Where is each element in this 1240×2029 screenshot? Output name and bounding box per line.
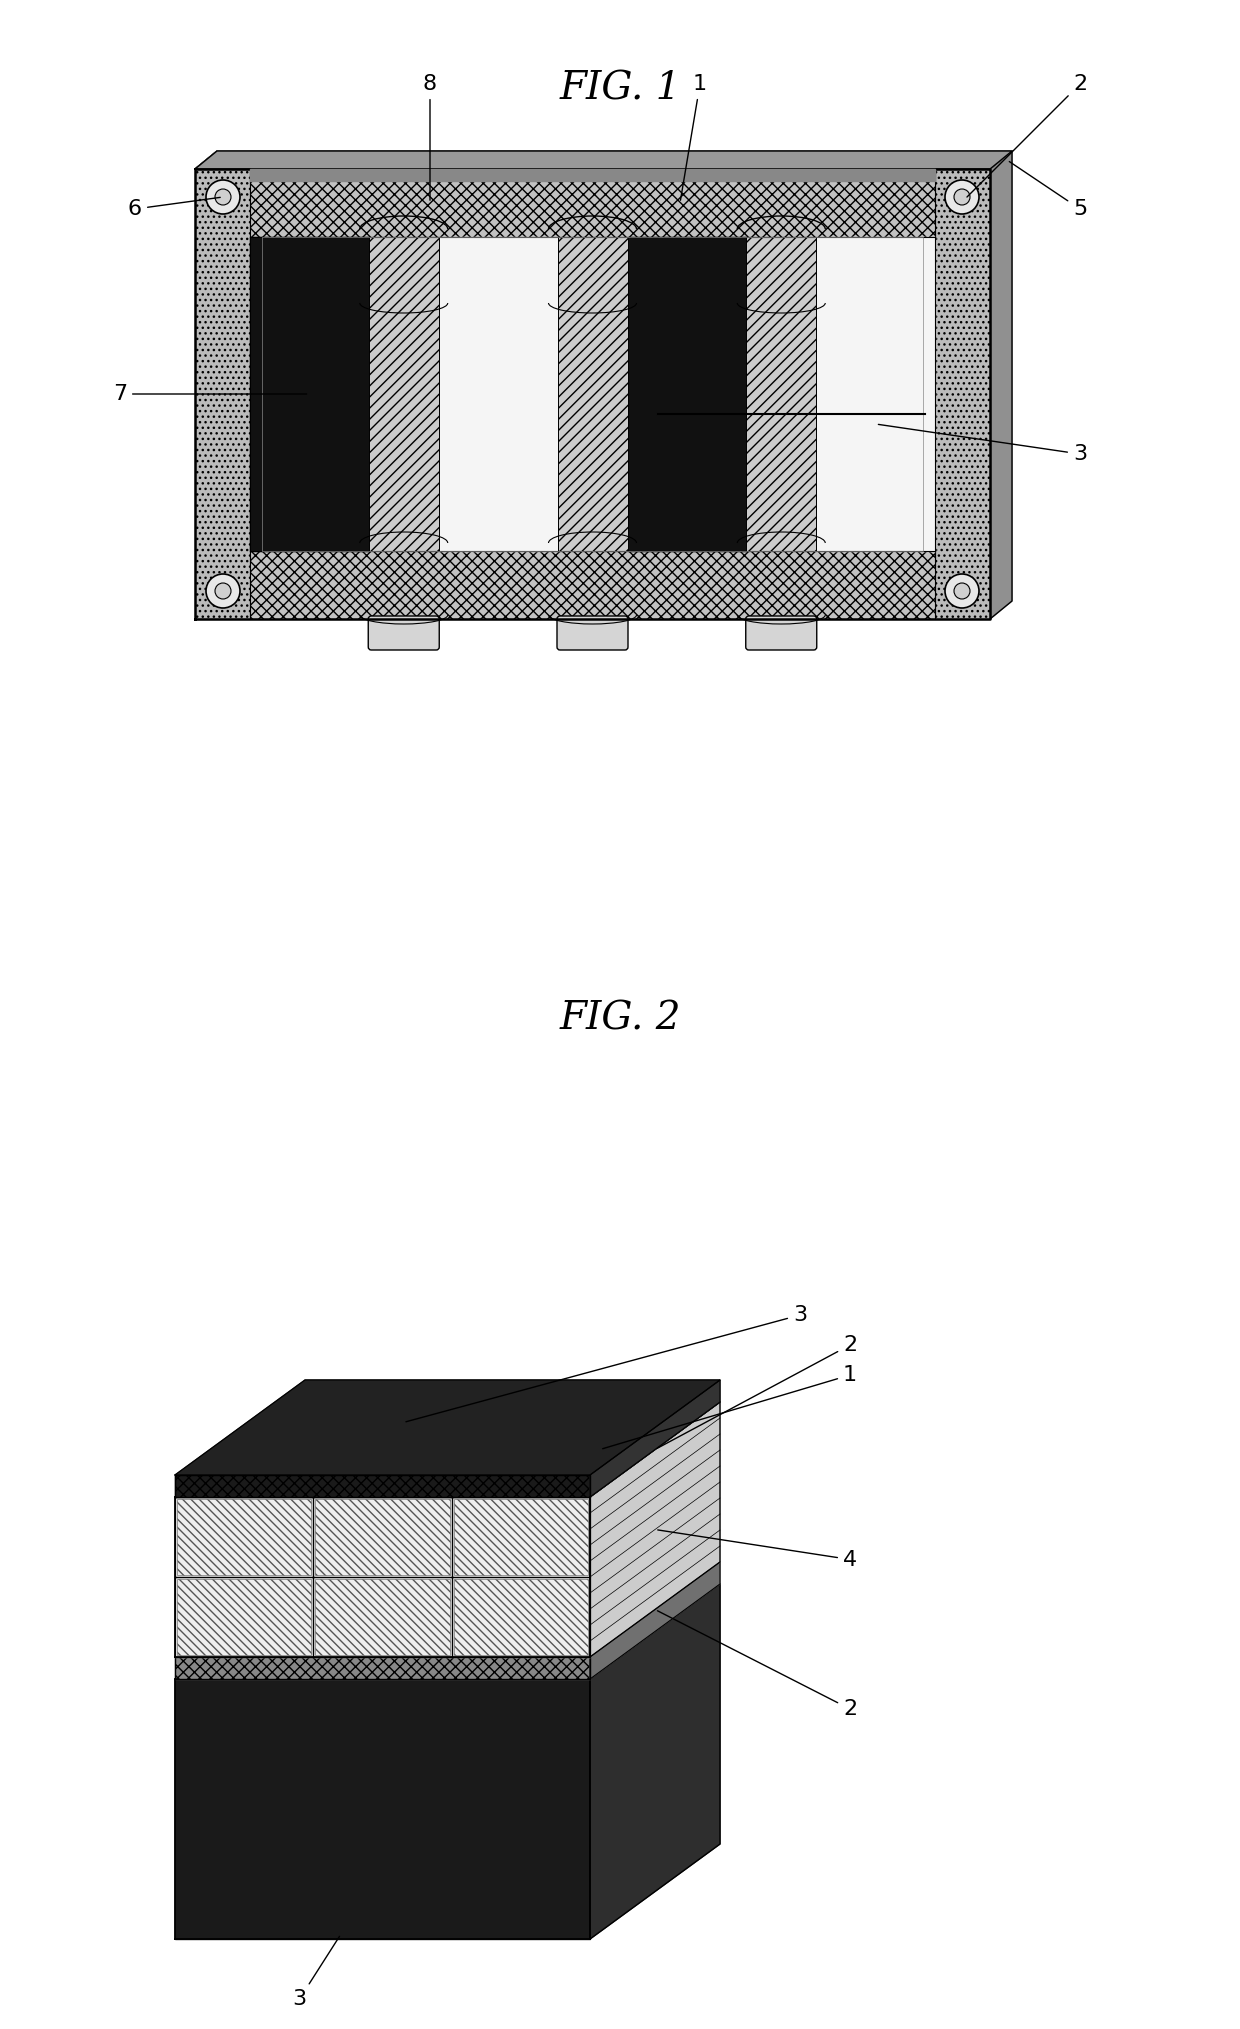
Polygon shape (175, 1658, 590, 1680)
Text: 1: 1 (603, 1366, 857, 1449)
Polygon shape (175, 1402, 720, 1497)
Circle shape (206, 181, 241, 213)
Bar (195, 168, 250, 619)
Bar (315, 1499, 450, 1575)
Polygon shape (175, 1475, 590, 1497)
Text: 8: 8 (423, 73, 436, 201)
Polygon shape (590, 1585, 720, 1940)
Polygon shape (590, 1562, 720, 1680)
Text: 3: 3 (878, 424, 1087, 465)
Bar (262, 237, 923, 552)
Text: A: A (622, 404, 637, 424)
Circle shape (945, 181, 980, 213)
Bar (935, 168, 990, 619)
Circle shape (206, 574, 241, 609)
Text: 7: 7 (113, 383, 306, 404)
Bar (250, 168, 935, 237)
Polygon shape (816, 237, 935, 552)
Bar (177, 1579, 311, 1656)
Text: 2: 2 (657, 1611, 857, 1719)
FancyBboxPatch shape (368, 617, 439, 649)
FancyBboxPatch shape (557, 617, 627, 649)
Polygon shape (250, 168, 935, 181)
Text: 2: 2 (657, 1335, 857, 1449)
Bar (175, 1658, 590, 1680)
Bar (558, 237, 627, 552)
Polygon shape (175, 1562, 720, 1658)
Bar (454, 1579, 588, 1656)
Bar (250, 552, 935, 619)
Text: FIG. 1: FIG. 1 (559, 71, 681, 108)
Bar (315, 1579, 450, 1656)
Circle shape (215, 189, 231, 205)
Polygon shape (175, 1585, 720, 1680)
Circle shape (215, 582, 231, 599)
Polygon shape (195, 150, 1012, 168)
Text: 3: 3 (405, 1305, 807, 1422)
Bar (368, 237, 439, 552)
Text: 4: 4 (657, 1530, 857, 1570)
Polygon shape (439, 237, 558, 552)
Polygon shape (590, 1380, 720, 1497)
Bar (454, 1499, 588, 1575)
Text: 3: 3 (293, 1936, 340, 2009)
Polygon shape (195, 150, 1012, 168)
Bar (177, 1499, 311, 1575)
Bar (746, 237, 816, 552)
Text: A': A' (940, 404, 961, 424)
Polygon shape (627, 237, 746, 552)
FancyBboxPatch shape (745, 617, 817, 649)
Polygon shape (990, 150, 1012, 619)
Circle shape (954, 582, 970, 599)
Text: 2: 2 (967, 73, 1087, 197)
Circle shape (945, 574, 980, 609)
Polygon shape (175, 1680, 590, 1940)
Circle shape (954, 189, 970, 205)
Polygon shape (250, 237, 368, 552)
Text: FIG. 2: FIG. 2 (559, 1000, 681, 1037)
Polygon shape (175, 1497, 590, 1658)
Bar (175, 1475, 590, 1497)
Text: 5: 5 (1009, 162, 1087, 219)
Polygon shape (175, 1380, 720, 1475)
Polygon shape (590, 1402, 720, 1658)
Text: 6: 6 (128, 197, 221, 219)
Text: 1: 1 (681, 73, 707, 201)
